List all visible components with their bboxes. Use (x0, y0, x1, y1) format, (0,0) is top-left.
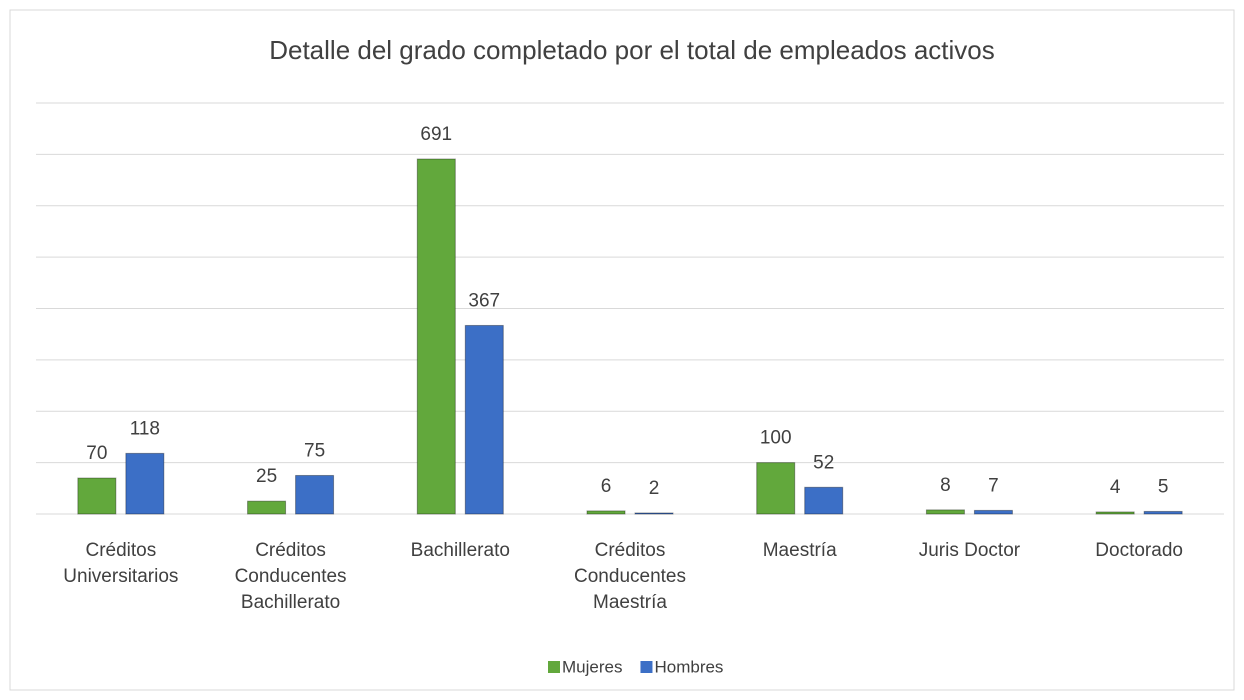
bar (77, 477, 117, 515)
data-label: 8 (940, 475, 951, 496)
bar (586, 510, 626, 515)
chart-title: Detalle del grado completado por el tota… (269, 35, 995, 65)
bar (925, 509, 965, 515)
bar (125, 452, 165, 515)
data-label: 25 (256, 466, 277, 487)
x-tick-label: Créditos Conducentes Bachillerato (234, 540, 347, 613)
data-label: 6 (601, 476, 612, 497)
data-label: 367 (468, 290, 500, 311)
x-tick-label: Bachillerato (410, 540, 510, 561)
data-label: 118 (130, 418, 160, 439)
legend-label: Hombres (654, 657, 723, 676)
x-tick-label: Maestría (762, 540, 837, 561)
legend-label: Mujeres (562, 657, 622, 676)
data-label: 70 (86, 443, 107, 464)
bar (464, 324, 504, 515)
data-label: 4 (1110, 477, 1121, 498)
bar (804, 486, 844, 515)
legend-swatch (640, 661, 653, 673)
bar (295, 474, 335, 515)
chart-frame (9, 9, 1235, 691)
bar (1095, 511, 1135, 515)
bar (1143, 510, 1183, 515)
x-tick-label: Créditos Conducentes Maestría (574, 540, 686, 613)
legend-swatch (548, 661, 560, 673)
x-tick-label: Doctorado (1095, 540, 1183, 561)
data-label: 75 (304, 440, 325, 461)
data-label: 2 (649, 478, 660, 499)
data-label: 100 (760, 428, 792, 449)
x-tick-label: Juris Doctor (918, 540, 1021, 561)
data-label: 7 (988, 475, 999, 496)
bar (416, 158, 456, 515)
bar (756, 462, 796, 515)
bar (973, 509, 1013, 515)
data-label: 52 (813, 452, 834, 473)
bar (247, 500, 287, 515)
x-tick-label: Créditos Universitarios (63, 540, 179, 587)
data-label: 5 (1158, 476, 1169, 497)
data-label: 691 (420, 124, 452, 145)
bar (634, 512, 674, 515)
